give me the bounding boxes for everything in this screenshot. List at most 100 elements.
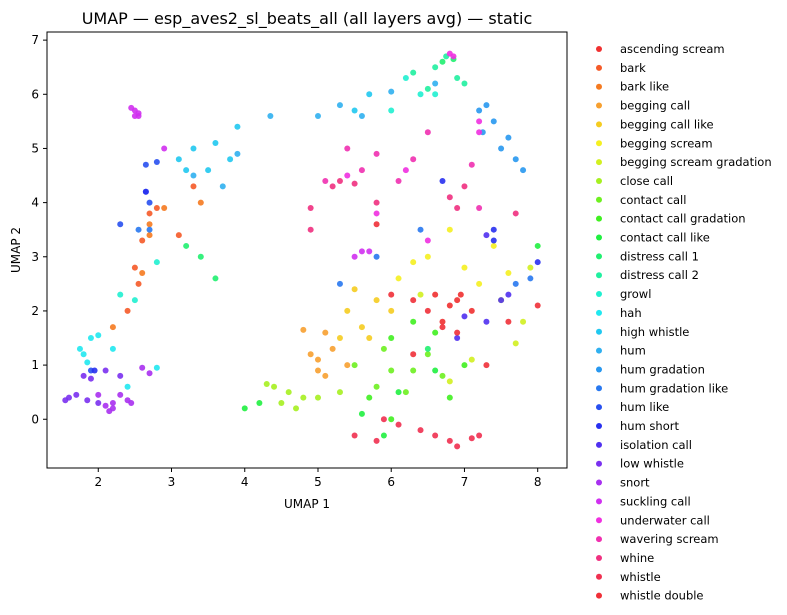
legend-marker bbox=[596, 328, 602, 335]
data-point bbox=[520, 167, 527, 174]
series-points bbox=[366, 318, 468, 423]
data-point bbox=[358, 112, 365, 119]
data-point bbox=[380, 416, 387, 423]
series-points bbox=[95, 364, 153, 415]
legend-marker bbox=[596, 517, 602, 524]
data-point bbox=[161, 205, 168, 212]
legend-marker bbox=[596, 159, 602, 166]
data-point bbox=[450, 53, 457, 60]
data-point bbox=[95, 391, 102, 398]
data-point bbox=[454, 75, 461, 82]
data-point bbox=[520, 318, 527, 325]
data-point bbox=[410, 259, 417, 266]
data-point bbox=[128, 400, 135, 407]
series-points bbox=[91, 177, 541, 374]
y-tick-label: 0 bbox=[31, 412, 39, 426]
data-point bbox=[344, 362, 351, 369]
series-points bbox=[241, 242, 541, 439]
data-point bbox=[183, 167, 190, 174]
series-points bbox=[300, 326, 351, 379]
data-point bbox=[131, 297, 138, 304]
data-point bbox=[80, 351, 87, 358]
data-point bbox=[80, 372, 87, 379]
data-point bbox=[476, 129, 483, 136]
data-point bbox=[102, 367, 109, 374]
data-point bbox=[153, 158, 160, 165]
legend-marker bbox=[596, 234, 602, 241]
data-point bbox=[454, 297, 461, 304]
data-point bbox=[139, 237, 146, 244]
data-point bbox=[336, 102, 343, 109]
data-point bbox=[454, 205, 461, 212]
data-point bbox=[373, 383, 380, 390]
data-point bbox=[146, 221, 153, 228]
legend-marker bbox=[596, 253, 602, 260]
y-tick-label: 6 bbox=[31, 87, 39, 101]
x-axis: 2 3 4 5 6 7 8 bbox=[94, 468, 542, 489]
data-point bbox=[476, 107, 483, 114]
data-point bbox=[424, 237, 431, 244]
data-point bbox=[373, 210, 380, 217]
data-point bbox=[490, 237, 497, 244]
data-point bbox=[205, 167, 212, 174]
data-point bbox=[468, 161, 475, 168]
data-point bbox=[175, 156, 182, 163]
data-point bbox=[461, 313, 468, 320]
legend-marker bbox=[596, 536, 602, 543]
legend-label: underwater call bbox=[620, 513, 710, 527]
data-point bbox=[336, 389, 343, 396]
series-points bbox=[351, 345, 446, 396]
legend-marker bbox=[596, 121, 602, 128]
data-point bbox=[446, 378, 453, 385]
data-point bbox=[175, 232, 182, 239]
data-point bbox=[432, 291, 439, 298]
legend-label: begging scream gradation bbox=[620, 155, 772, 169]
legend-label: begging scream bbox=[620, 136, 713, 150]
data-point bbox=[512, 340, 519, 347]
data-point bbox=[84, 397, 91, 404]
y-tick-label: 4 bbox=[31, 196, 39, 210]
data-point bbox=[314, 367, 321, 374]
data-point bbox=[417, 226, 424, 233]
legend-marker bbox=[596, 385, 602, 392]
data-point bbox=[307, 205, 314, 212]
data-point bbox=[395, 275, 402, 282]
data-point bbox=[329, 345, 336, 352]
legend-marker bbox=[596, 46, 602, 52]
data-point bbox=[271, 383, 278, 390]
data-point bbox=[534, 242, 541, 249]
data-point bbox=[117, 221, 124, 228]
legend-label: bark bbox=[620, 61, 646, 75]
legend-label: begging call bbox=[620, 99, 690, 113]
legend-label: hum gradation like bbox=[620, 381, 728, 395]
data-point bbox=[139, 364, 146, 371]
data-point bbox=[190, 145, 197, 152]
series-points bbox=[190, 80, 439, 190]
data-point bbox=[410, 367, 417, 374]
data-point bbox=[527, 275, 534, 282]
data-point bbox=[468, 356, 475, 363]
data-point bbox=[142, 161, 149, 168]
legend-marker bbox=[596, 441, 602, 448]
data-point bbox=[366, 335, 373, 342]
data-point bbox=[234, 150, 241, 157]
data-point bbox=[146, 232, 153, 239]
legend-marker bbox=[596, 554, 602, 561]
data-point bbox=[505, 270, 512, 277]
data-point bbox=[109, 324, 116, 331]
data-point bbox=[366, 394, 373, 401]
legend-marker bbox=[596, 102, 602, 109]
data-point bbox=[131, 264, 138, 271]
legend-label: whine bbox=[620, 551, 654, 565]
data-point bbox=[410, 318, 417, 325]
data-point bbox=[439, 324, 446, 331]
data-point bbox=[117, 372, 124, 379]
data-point bbox=[446, 302, 453, 309]
legend-label: distress call 1 bbox=[620, 249, 699, 263]
data-point bbox=[124, 383, 131, 390]
data-point bbox=[490, 118, 497, 125]
data-point bbox=[153, 364, 160, 371]
data-point bbox=[483, 318, 490, 325]
data-point bbox=[417, 427, 424, 434]
series-points bbox=[432, 291, 475, 325]
